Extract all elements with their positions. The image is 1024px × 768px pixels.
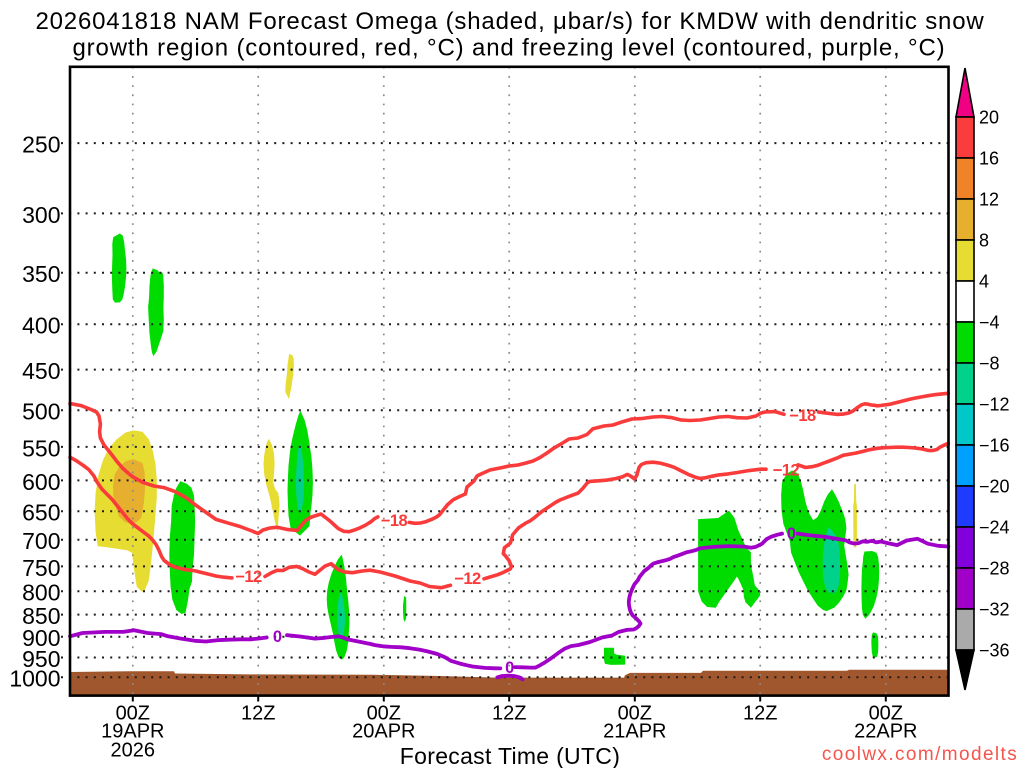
svg-text:12Z: 12Z	[241, 703, 275, 725]
svg-text:16: 16	[979, 149, 999, 169]
svg-text:0: 0	[273, 628, 282, 646]
svg-text:300: 300	[22, 202, 60, 228]
svg-text:1000: 1000	[9, 666, 60, 692]
svg-text:−12: −12	[454, 570, 481, 588]
svg-text:0: 0	[505, 659, 514, 677]
svg-text:−12: −12	[235, 568, 262, 586]
svg-text:21APR: 21APR	[603, 721, 666, 743]
svg-text:600: 600	[22, 469, 60, 495]
svg-text:20: 20	[979, 108, 999, 128]
svg-text:500: 500	[22, 399, 60, 425]
svg-text:−4: −4	[979, 313, 1000, 333]
svg-text:550: 550	[22, 435, 60, 461]
svg-text:−12: −12	[773, 462, 800, 480]
svg-text:12Z: 12Z	[743, 703, 777, 725]
svg-text:950: 950	[22, 646, 60, 672]
svg-text:00Z: 00Z	[869, 703, 903, 725]
svg-text:0: 0	[787, 525, 796, 543]
svg-text:250: 250	[22, 132, 60, 158]
svg-text:−18: −18	[381, 512, 408, 530]
svg-text:−12: −12	[979, 395, 1010, 415]
svg-text:4: 4	[979, 272, 989, 292]
svg-text:−16: −16	[979, 436, 1010, 456]
svg-text:−18: −18	[789, 407, 816, 425]
svg-text:450: 450	[22, 358, 60, 384]
svg-text:00Z: 00Z	[618, 703, 652, 725]
svg-text:00Z: 00Z	[116, 703, 150, 725]
svg-text:400: 400	[22, 313, 60, 339]
svg-text:00Z: 00Z	[367, 703, 401, 725]
svg-text:8: 8	[979, 231, 989, 251]
svg-text:22APR: 22APR	[854, 721, 917, 743]
svg-text:−24: −24	[979, 518, 1010, 538]
svg-text:2026: 2026	[111, 740, 156, 762]
svg-text:−8: −8	[979, 354, 1000, 374]
svg-text:350: 350	[22, 261, 60, 287]
svg-text:19APR: 19APR	[101, 721, 164, 743]
svg-text:−32: −32	[979, 600, 1010, 620]
svg-text:700: 700	[22, 528, 60, 554]
svg-text:850: 850	[22, 603, 60, 629]
svg-text:750: 750	[22, 555, 60, 581]
svg-text:2026041818 NAM Forecast Omega: 2026041818 NAM Forecast Omega (shaded, μ…	[35, 8, 984, 35]
svg-text:900: 900	[22, 625, 60, 651]
svg-text:−20: −20	[979, 477, 1010, 497]
svg-text:650: 650	[22, 500, 60, 526]
svg-text:12Z: 12Z	[492, 703, 526, 725]
svg-text:−36: −36	[979, 641, 1010, 661]
svg-text:20APR: 20APR	[352, 721, 415, 743]
svg-text:800: 800	[22, 580, 60, 606]
svg-text:growth region (contoured, red,: growth region (contoured, red, °C) and f…	[72, 35, 945, 62]
svg-text:Forecast Time (UTC): Forecast Time (UTC)	[400, 743, 620, 768]
svg-text:12: 12	[979, 190, 999, 210]
svg-text:−28: −28	[979, 559, 1010, 579]
svg-text:coolwx.com/modelts: coolwx.com/modelts	[822, 744, 1018, 765]
